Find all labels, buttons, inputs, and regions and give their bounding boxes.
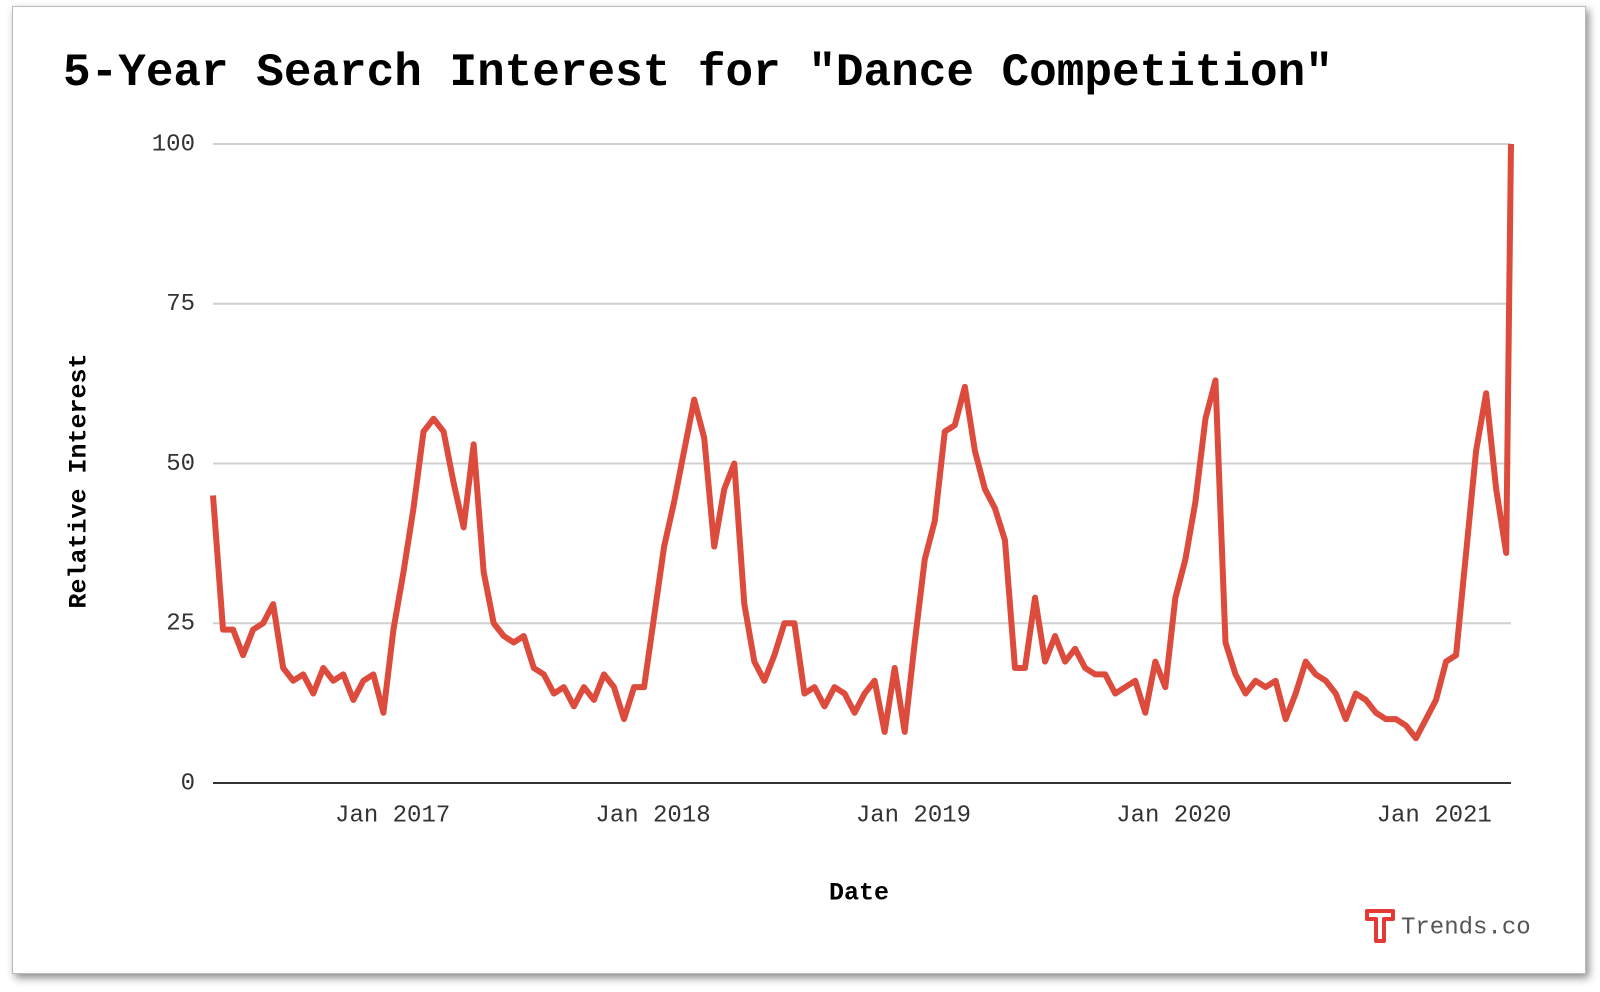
chart-title: 5-Year Search Interest for "Dance Compet… <box>63 47 1333 99</box>
x-axis-label: Date <box>829 879 889 908</box>
y-tick-label: 50 <box>166 451 195 478</box>
y-axis-label: Relative Interest <box>65 353 94 608</box>
x-tick-label: Jan 2017 <box>335 802 450 829</box>
x-tick-label: Jan 2018 <box>595 802 710 829</box>
y-tick-label: 100 <box>152 131 195 158</box>
y-tick-label: 25 <box>166 611 195 638</box>
y-tick-label: 75 <box>166 291 195 318</box>
chart: 5-Year Search Interest for "Dance Compet… <box>63 47 1531 943</box>
watermark-logo <box>1365 909 1395 943</box>
x-tick-label: Jan 2021 <box>1377 802 1492 829</box>
watermark: Trends.co <box>1401 914 1531 941</box>
x-tick-label: Jan 2020 <box>1116 802 1231 829</box>
chart-card: 5-Year Search Interest for "Dance Compet… <box>12 6 1586 974</box>
y-tick-label: 0 <box>181 770 195 797</box>
x-tick-label: Jan 2019 <box>856 802 971 829</box>
series-line <box>210 143 1514 742</box>
